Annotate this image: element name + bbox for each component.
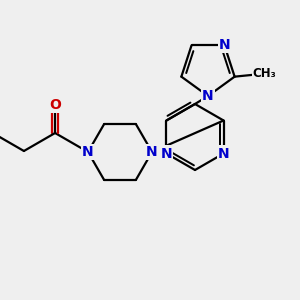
Text: CH₃: CH₃: [253, 67, 277, 80]
Text: O: O: [49, 98, 61, 112]
Text: N: N: [218, 146, 230, 161]
Text: N: N: [202, 89, 214, 103]
Text: N: N: [146, 145, 158, 159]
Text: N: N: [82, 145, 94, 159]
Text: N: N: [219, 38, 230, 52]
Text: N: N: [160, 146, 172, 161]
